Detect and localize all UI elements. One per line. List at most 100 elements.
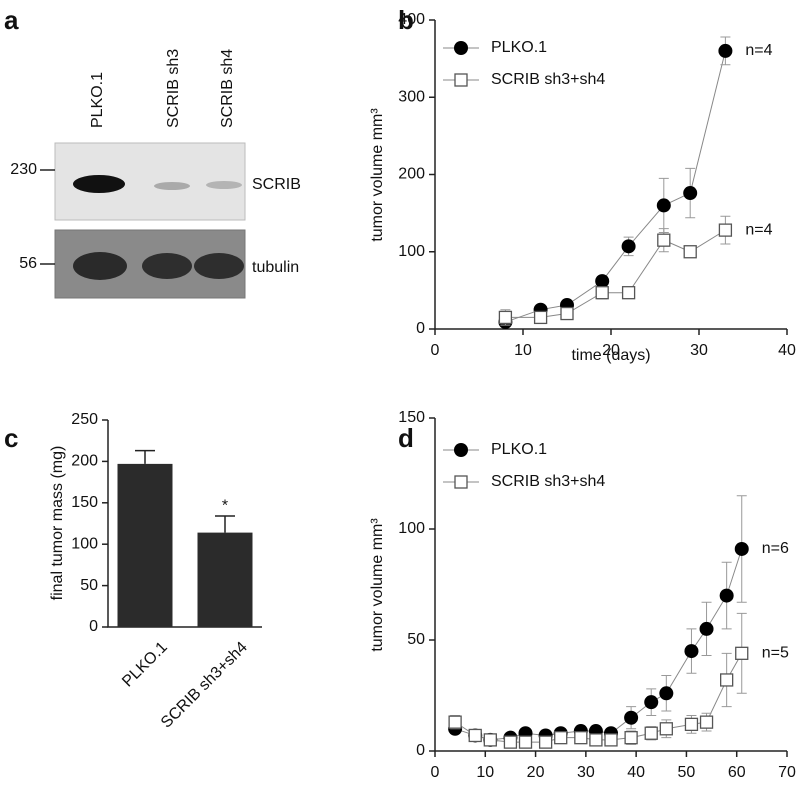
point (735, 646, 749, 660)
point (595, 274, 610, 289)
y-axis-label: tumor volume mm³ (369, 518, 386, 652)
legend-marker (454, 443, 468, 457)
error-bar (215, 515, 235, 533)
band (73, 175, 125, 193)
x-tick-label: 50 (678, 764, 696, 781)
point (644, 695, 659, 710)
y-tick-label: 100 (398, 243, 425, 260)
x-tick-label: 40 (778, 342, 796, 359)
y-tick-label: 50 (80, 577, 98, 594)
x-tick-label: 60 (728, 764, 746, 781)
x-tick-label: SCRIB sh3+sh4 (158, 639, 251, 732)
annotation: n=4 (745, 42, 772, 59)
row-label: SCRIB (252, 176, 301, 193)
point (718, 223, 733, 237)
y-tick-label: 100 (71, 535, 98, 552)
point (720, 673, 734, 687)
point (624, 731, 638, 745)
x-tick-label: 10 (476, 764, 494, 781)
y-tick-label: 100 (398, 520, 425, 537)
y-tick-label: 300 (398, 88, 425, 105)
point (468, 728, 482, 743)
point (718, 43, 733, 58)
series-line (454, 548, 743, 741)
bar (117, 463, 173, 627)
panel-letter: c (4, 423, 18, 453)
y-tick-label: 150 (398, 409, 425, 426)
point (683, 245, 697, 259)
point (518, 735, 533, 749)
error-bar (135, 449, 155, 464)
x-tick-label: 40 (627, 764, 645, 781)
panel-letter: b (398, 5, 414, 35)
point (657, 233, 671, 247)
panel-letter: a (4, 5, 19, 35)
x-tick-label: 70 (778, 764, 796, 781)
point (560, 306, 574, 321)
x-tick-label: PLKO.1 (119, 639, 171, 691)
point (483, 733, 497, 747)
point (621, 239, 636, 254)
point (684, 644, 699, 659)
point (448, 715, 462, 729)
legend-label: PLKO.1 (491, 39, 547, 56)
point (684, 717, 699, 732)
x-tick-label: 20 (602, 342, 620, 359)
point (503, 735, 518, 749)
point (533, 310, 548, 325)
x-tick-label: 10 (514, 342, 532, 359)
legend-marker (454, 73, 468, 87)
point (538, 735, 553, 749)
y-tick-label: 0 (89, 618, 98, 635)
y-tick-label: 0 (416, 742, 425, 759)
lane-label: SCRIB sh4 (219, 49, 236, 128)
legend-label: PLKO.1 (491, 441, 547, 458)
x-tick-label: 20 (527, 764, 545, 781)
axis (434, 20, 787, 330)
band (73, 252, 127, 280)
x-tick-label: 30 (577, 764, 595, 781)
annotation: n=6 (762, 540, 789, 557)
point (604, 733, 618, 747)
point (699, 715, 714, 729)
point (719, 588, 734, 603)
lane-label: SCRIB sh3 (165, 49, 182, 128)
y-tick-label: 200 (71, 453, 98, 470)
point (683, 186, 698, 201)
y-axis-label: tumor volume mm³ (369, 108, 386, 242)
point (498, 310, 513, 325)
panel-letter: d (398, 423, 414, 453)
point (644, 726, 658, 740)
point (621, 286, 636, 300)
point (659, 686, 674, 701)
legend-marker (454, 475, 468, 489)
y-tick-label: 250 (71, 411, 98, 428)
y-tick-label: 150 (71, 494, 98, 511)
point (659, 722, 673, 736)
point (574, 731, 588, 745)
marker-label: 56 (19, 255, 37, 272)
x-tick-label: 30 (690, 342, 708, 359)
x-axis-label: time (days) (571, 347, 650, 364)
point (554, 731, 568, 745)
y-tick-label: 0 (416, 320, 425, 337)
point (595, 286, 609, 300)
marker-label: 230 (10, 161, 37, 178)
band (194, 253, 244, 279)
significance: * (222, 497, 228, 514)
y-tick-label: 200 (398, 166, 425, 183)
annotation: n=4 (745, 221, 772, 238)
blot (40, 142, 246, 299)
annotation: n=5 (762, 645, 789, 662)
band (142, 253, 192, 279)
legend-marker (454, 41, 468, 55)
x-tick-label: 0 (431, 342, 440, 359)
y-axis-label: final tumor mass (mg) (49, 446, 66, 601)
row-label: tubulin (252, 259, 299, 276)
y-tick-label: 50 (407, 631, 425, 648)
band (206, 181, 242, 189)
point (734, 541, 749, 556)
y-tick-label: 400 (398, 11, 425, 28)
legend-label: SCRIB sh3+sh4 (491, 473, 605, 490)
